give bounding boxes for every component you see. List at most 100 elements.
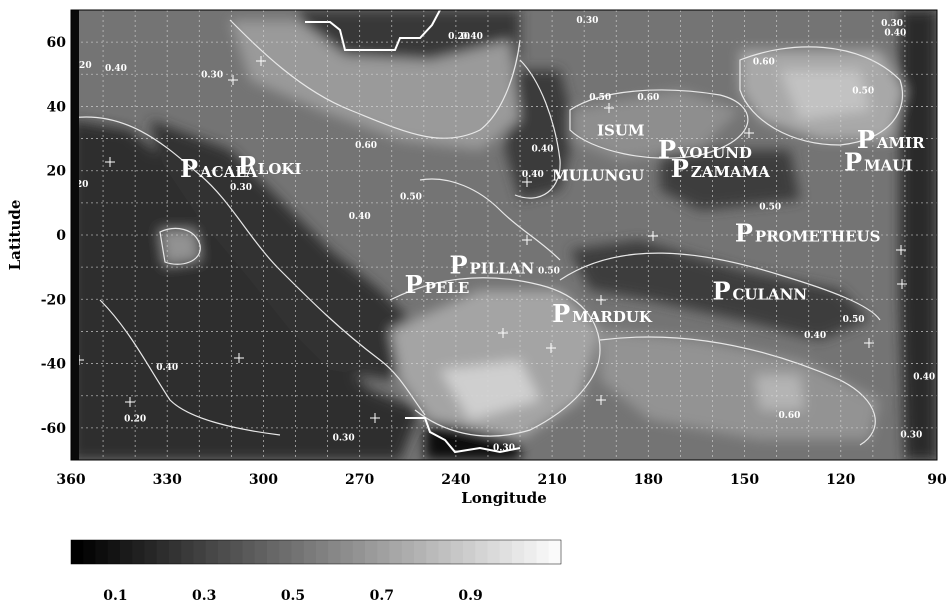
colorbar-step	[71, 540, 84, 564]
contour-value-label: 0.20	[66, 180, 88, 190]
volcano-name: ZAMAMA	[691, 163, 770, 181]
colorbar: 0.1 0.3 0.5 0.7 0.9	[70, 539, 562, 604]
colorbar-step	[499, 540, 513, 564]
x-tick-label: 270	[345, 472, 374, 488]
volcano-label: P PROMETHEUS	[735, 218, 881, 247]
contour-value-label: 0.30	[493, 443, 515, 453]
contour-value-label: 0.40	[532, 144, 554, 154]
colorbar-step	[242, 540, 256, 564]
plus-marker	[546, 343, 556, 353]
contour-value-label: 0.20	[124, 414, 146, 424]
bright-region-ne-inner	[780, 70, 870, 120]
contour-value-label: 0.50	[538, 267, 560, 277]
volcano-name: PELE	[425, 279, 470, 297]
contour-value-label: 0.60	[637, 93, 659, 103]
dark-region-loki-basin	[150, 120, 420, 380]
contour-value-label: 0.30	[881, 19, 903, 29]
colorbar-tick-label: 0.3	[192, 588, 216, 604]
colorbar-step	[205, 540, 219, 564]
volcano-marker: P	[238, 151, 256, 180]
colorbar-step	[156, 540, 170, 564]
contour-line	[71, 116, 426, 416]
bright-region-south-inner	[440, 360, 540, 420]
contour-line	[514, 59, 561, 199]
colorbar-step	[218, 540, 231, 564]
contour-value-label: 0.60	[753, 58, 775, 68]
x-tick-label: 210	[537, 472, 566, 488]
colorbar-step	[524, 540, 537, 564]
volcano-marker: P	[735, 218, 753, 247]
volcano-label: P VOLUND	[658, 135, 752, 164]
contour-value-label: 0.30	[230, 183, 252, 193]
feature-label: ISUM	[597, 121, 645, 139]
plus-marker	[125, 397, 135, 407]
contour-value-label: 0.40	[804, 331, 826, 341]
colorbar-step	[389, 540, 403, 564]
colorbar-step	[340, 540, 354, 564]
contour-value-label: 0.30	[333, 434, 355, 444]
x-tick-label: 90	[927, 472, 947, 488]
colorbar-step	[193, 540, 207, 564]
colorbar-ticks: 0.1 0.3 0.5 0.7 0.9	[103, 588, 483, 604]
volcano-name: MAUI	[864, 157, 912, 175]
contour-value-label: 0.20	[70, 61, 92, 71]
contour-value-label: 0.30	[900, 431, 922, 441]
y-tick-label: 60	[47, 35, 67, 51]
colorbar-step	[267, 540, 280, 564]
contour-lines	[71, 19, 904, 446]
x-tick-label: 150	[730, 472, 759, 488]
colorbar-step	[303, 540, 317, 564]
colorbar-step	[401, 540, 415, 564]
plus-marker	[228, 75, 238, 85]
bright-region-se-inner	[755, 375, 805, 410]
contour-value-label: 0.30	[201, 71, 223, 81]
volcano-label: P AMIR	[857, 125, 925, 154]
contour-labels: 0.30 0.30 0.40 0.40 0.20 0.20 0.40 0.30 0.60 0.50…	[66, 16, 935, 454]
plus-marker	[604, 103, 614, 113]
colorbar-step	[291, 540, 305, 564]
volcano-label: P ZAMAMA	[671, 154, 770, 183]
map-left-edge	[71, 10, 79, 460]
colorbar-step	[132, 540, 145, 564]
colorbar-step	[95, 540, 109, 564]
contour-value-label: 0.40	[105, 64, 127, 74]
feature-labels: ISUM MULUNGU	[552, 121, 644, 184]
contour-value-label: 0.40	[913, 373, 935, 383]
colorbar-tick-label: 0.1	[103, 588, 127, 604]
x-tick-label: 240	[441, 472, 470, 488]
colorbar-step	[512, 540, 525, 564]
colorbar-tick-label: 0.7	[370, 588, 394, 604]
plus-marker	[105, 157, 115, 167]
colorbar-step	[463, 540, 476, 564]
colorbar-step	[414, 540, 427, 564]
volcano-marker: P	[405, 270, 423, 299]
volcano-marker: P	[180, 154, 198, 183]
plus-marker	[522, 235, 532, 245]
colorbar-step	[426, 540, 439, 564]
volcano-label: P ACALA	[180, 154, 258, 183]
colorbar-frame	[70, 539, 562, 565]
volcano-name: ACALA	[199, 163, 258, 181]
colorbar-step	[254, 540, 268, 564]
volcano-name: VOLUND	[677, 144, 752, 162]
colorbar-ramp	[71, 540, 562, 564]
dark-region-zamama	[660, 150, 800, 210]
colorbar-step	[352, 540, 366, 564]
x-tick-label: 180	[634, 472, 663, 488]
contour-value-label: 0.40	[156, 363, 178, 373]
plus-marker	[256, 56, 266, 66]
volcano-label: P LOKI	[238, 151, 302, 180]
colorbar-step	[438, 540, 452, 564]
contour-value-label: 0.50	[589, 93, 611, 103]
x-axis-title: Longitude	[461, 489, 547, 507]
dark-region-west	[71, 120, 420, 460]
colorbar-step	[230, 540, 243, 564]
contour-line	[99, 299, 281, 436]
contour-line	[389, 277, 601, 437]
y-tick-label: 40	[47, 99, 67, 115]
plus-marker	[896, 245, 906, 255]
volcano-label: P PELE	[405, 270, 470, 299]
contour-value-label: 0.50	[400, 193, 422, 203]
bright-region-north	[230, 20, 520, 150]
